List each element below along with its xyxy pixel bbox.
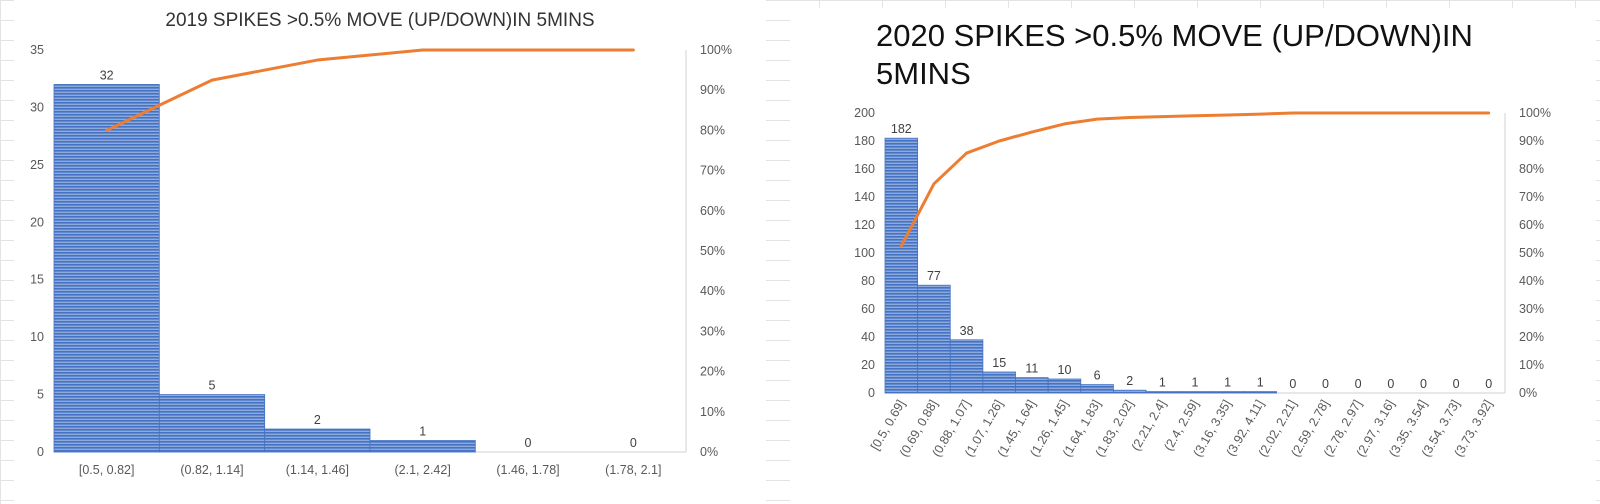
x-tick-label: (0.82, 1.14] xyxy=(180,463,243,477)
data-label: 11 xyxy=(1025,362,1038,376)
data-label: 182 xyxy=(891,122,912,136)
bar xyxy=(982,371,1016,394)
y2-tick-label: 30% xyxy=(700,324,725,338)
chart-panel-2020[interactable]: 2020 SPIKES >0.5% MOVE (UP/DOWN)IN 5MINS… xyxy=(790,8,1596,504)
pareto-chart-2019: 2019 SPIKES >0.5% MOVE (UP/DOWN)IN 5MINS… xyxy=(30,10,732,477)
chart-title-line-1: 2020 SPIKES >0.5% MOVE (UP/DOWN)IN xyxy=(876,18,1473,53)
data-label: 1 xyxy=(419,425,426,439)
data-label: 1 xyxy=(1159,376,1166,390)
x-tick-label: (1.78, 2.1] xyxy=(605,463,661,477)
bar xyxy=(369,440,476,453)
y2-tick-label: 40% xyxy=(1519,274,1544,288)
y2-tick-label: 80% xyxy=(1519,162,1544,176)
y2-tick-label: 10% xyxy=(700,405,725,419)
cumulative-percent-line xyxy=(105,48,635,132)
y2-tick-label: 50% xyxy=(700,244,725,258)
x-tick-label: (2.1, 2.42] xyxy=(395,463,451,477)
y2-tick-label: 90% xyxy=(700,83,725,97)
y-tick-label: 5 xyxy=(37,388,44,402)
data-label: 6 xyxy=(1094,369,1101,383)
bar xyxy=(1243,391,1277,394)
x-tick-label: (1.46, 1.78] xyxy=(496,463,559,477)
y-tick-label: 160 xyxy=(854,162,875,176)
x-tick-label: [0.5, 0.82] xyxy=(79,463,135,477)
y-tick-label: 25 xyxy=(30,158,44,172)
data-label: 1 xyxy=(1192,376,1199,390)
pareto-chart-2020: 2020 SPIKES >0.5% MOVE (UP/DOWN)IN 5MINS… xyxy=(854,18,1551,459)
chart-title-line-2: 5MINS xyxy=(876,56,971,91)
y2-tick-label: 100% xyxy=(700,43,732,57)
bar xyxy=(1178,391,1212,394)
data-label: 38 xyxy=(960,324,974,338)
data-label: 32 xyxy=(100,68,114,82)
data-label: 0 xyxy=(1322,377,1329,391)
data-label: 0 xyxy=(1387,377,1394,391)
y2-tick-label: 70% xyxy=(700,164,725,178)
y-tick-label: 0 xyxy=(37,445,44,459)
plot-area: 051015202530350%10%20%30%40%50%60%70%80%… xyxy=(30,43,732,477)
x-tick-label: (1.14, 1.46] xyxy=(286,463,349,477)
bar xyxy=(1145,391,1180,394)
y2-tick-label: 0% xyxy=(1519,386,1537,400)
y2-tick-label: 40% xyxy=(700,284,725,298)
y-tick-label: 180 xyxy=(854,134,875,148)
y-tick-label: 0 xyxy=(868,386,875,400)
bar xyxy=(917,284,951,394)
data-label: 5 xyxy=(209,379,216,393)
bar xyxy=(1210,391,1245,394)
data-label: 2 xyxy=(1126,374,1133,388)
y-tick-label: 120 xyxy=(854,218,875,232)
y-tick-label: 15 xyxy=(30,273,44,287)
y-tick-label: 20 xyxy=(861,358,875,372)
data-label: 1 xyxy=(1224,376,1231,390)
data-label: 0 xyxy=(1289,377,1296,391)
y-tick-label: 80 xyxy=(861,274,875,288)
data-label: 0 xyxy=(630,436,637,450)
bar xyxy=(884,137,919,394)
y-tick-label: 40 xyxy=(861,330,875,344)
cumulative-percent-line xyxy=(899,111,1491,248)
data-label: 0 xyxy=(1355,377,1362,391)
y2-tick-label: 80% xyxy=(700,123,725,137)
y2-tick-label: 20% xyxy=(700,365,725,379)
plot-area: 0204060801001201401601802000%10%20%30%40… xyxy=(854,106,1551,459)
y2-tick-label: 100% xyxy=(1519,106,1551,120)
y-tick-label: 35 xyxy=(30,43,44,57)
y2-tick-label: 30% xyxy=(1519,302,1544,316)
data-label: 2 xyxy=(314,413,321,427)
y-tick-label: 10 xyxy=(30,330,44,344)
y2-tick-label: 90% xyxy=(1519,134,1544,148)
y2-tick-label: 0% xyxy=(700,445,718,459)
y-tick-label: 20 xyxy=(30,215,44,229)
data-label: 10 xyxy=(1058,363,1072,377)
data-label: 0 xyxy=(525,436,532,450)
data-label: 0 xyxy=(1420,377,1427,391)
y-tick-label: 100 xyxy=(854,246,875,260)
chart-title: 2019 SPIKES >0.5% MOVE (UP/DOWN)IN 5MINS xyxy=(165,10,594,31)
y2-tick-label: 50% xyxy=(1519,246,1544,260)
data-label: 1 xyxy=(1257,376,1264,390)
y2-tick-label: 60% xyxy=(1519,218,1544,232)
y2-tick-label: 10% xyxy=(1519,358,1544,372)
bar xyxy=(1015,377,1049,394)
y-tick-label: 140 xyxy=(854,190,875,204)
bar xyxy=(158,394,266,453)
y-tick-label: 200 xyxy=(854,106,875,120)
data-label: 0 xyxy=(1485,377,1492,391)
chart-panel-2019[interactable]: 2019 SPIKES >0.5% MOVE (UP/DOWN)IN 5MINS… xyxy=(14,0,766,504)
y2-tick-label: 60% xyxy=(700,204,725,218)
y2-tick-label: 70% xyxy=(1519,190,1544,204)
y-tick-label: 30 xyxy=(30,100,44,114)
data-label: 15 xyxy=(992,356,1006,370)
bar xyxy=(949,339,984,394)
bar xyxy=(1047,378,1082,394)
y-tick-label: 60 xyxy=(861,302,875,316)
y2-tick-label: 20% xyxy=(1519,330,1544,344)
data-label: 77 xyxy=(927,269,941,283)
bar xyxy=(53,84,160,453)
data-label: 0 xyxy=(1453,377,1460,391)
bar xyxy=(1080,384,1114,394)
bar xyxy=(1113,389,1147,394)
bar xyxy=(264,428,371,453)
